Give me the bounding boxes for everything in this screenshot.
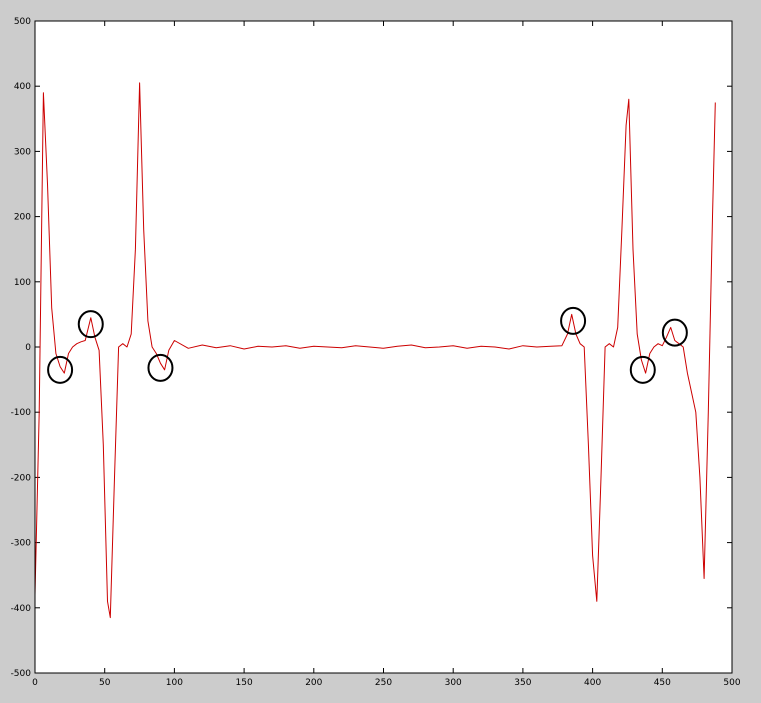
tick-labels-group: 0 50 100 150 200 250 300 350 400 450 500 -500 -400 -3… [11, 17, 741, 688]
y-tick-label: 200 [14, 213, 31, 223]
x-tick-label: 300 [445, 678, 462, 688]
x-tick-label: 50 [99, 678, 111, 688]
x-tick-label: 200 [305, 678, 322, 688]
y-tick-label: 100 [14, 278, 31, 288]
y-tick-label: 0 [25, 343, 31, 353]
x-tick-label: 450 [654, 678, 671, 688]
circle-annotation [147, 353, 174, 382]
y-tick-label: -400 [11, 604, 32, 614]
circle-annotation [77, 310, 104, 339]
x-tick-label: 100 [166, 678, 183, 688]
x-tick-label: 400 [584, 678, 601, 688]
x-tick-label: 500 [723, 678, 740, 688]
y-tick-label: 300 [14, 147, 31, 157]
plot-area [34, 82, 716, 619]
x-tick-label: 350 [514, 678, 531, 688]
circle-annotation [661, 318, 688, 347]
circle-annotation [629, 355, 656, 384]
y-tick-label: 400 [14, 82, 31, 92]
y-tick-label: -200 [11, 473, 32, 483]
y-tick-label: -300 [11, 539, 32, 549]
series-line [34, 82, 716, 619]
y-tick-label: -100 [11, 408, 32, 418]
x-tick-label: 0 [32, 678, 38, 688]
x-tick-label: 150 [236, 678, 253, 688]
circle-annotation [47, 355, 74, 384]
y-tick-label: -500 [11, 669, 32, 679]
axes-frame [34, 20, 733, 674]
y-tick-label: 500 [14, 17, 31, 27]
x-tick-label: 250 [375, 678, 392, 688]
circle-annotation [560, 306, 587, 335]
axes-background [35, 21, 732, 673]
